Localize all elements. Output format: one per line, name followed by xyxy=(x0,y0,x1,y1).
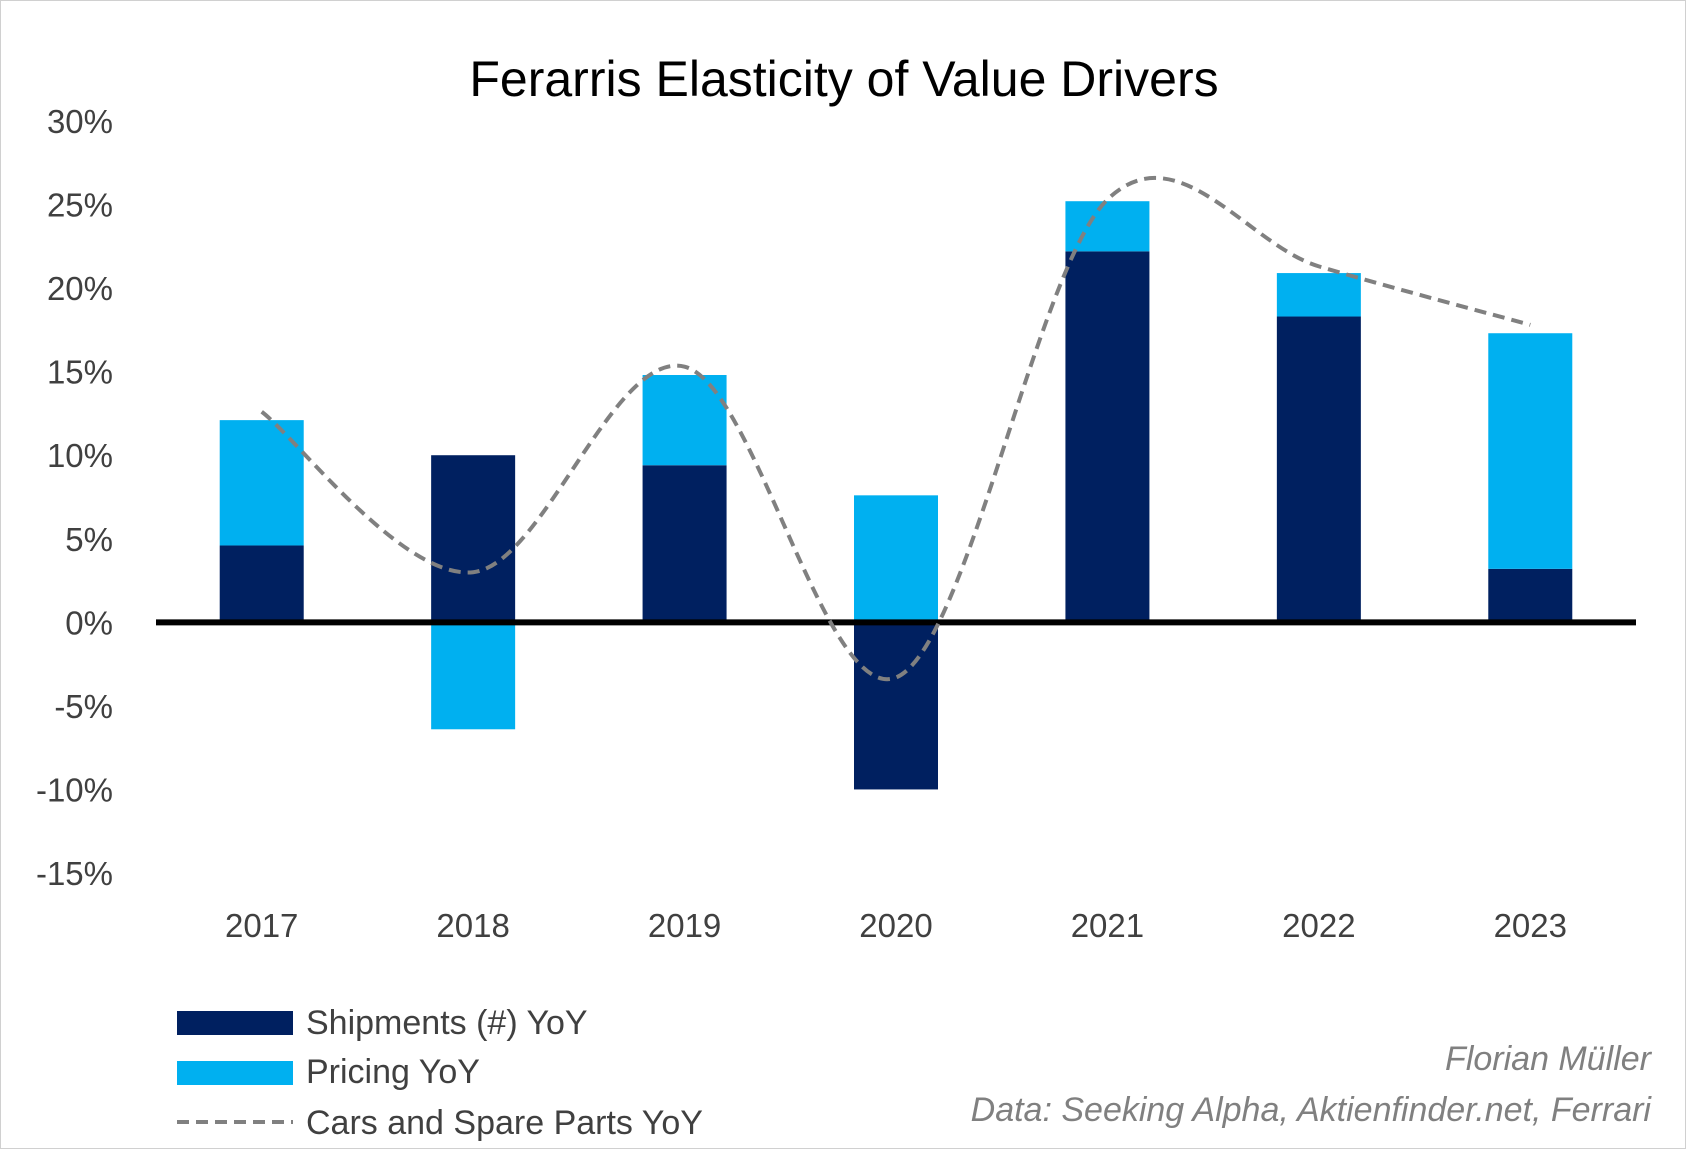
x-tick-label: 2021 xyxy=(1071,907,1144,944)
x-tick-label: 2022 xyxy=(1282,907,1355,944)
x-tick-label: 2018 xyxy=(436,907,509,944)
x-tick-label: 2020 xyxy=(859,907,932,944)
x-tick-label: 2017 xyxy=(225,907,298,944)
legend: Shipments (#) YoY Pricing YoY Cars and S… xyxy=(177,1004,703,1142)
y-tick-label: -10% xyxy=(36,771,113,808)
y-tick-label: 5% xyxy=(65,521,113,558)
y-tick-label: 25% xyxy=(47,187,113,224)
y-tick-label: 15% xyxy=(47,354,113,391)
chart-title: Ferarris Elasticity of Value Drivers xyxy=(469,51,1218,107)
bar-shipments-yoy-2018 xyxy=(431,455,516,623)
x-axis-ticks: 2017 2018 2019 2020 2021 2022 2023 xyxy=(225,907,1567,944)
bars-group xyxy=(219,201,1573,790)
legend-label-shipments: Shipments (#) YoY xyxy=(306,1004,588,1042)
y-tick-label: 20% xyxy=(47,270,113,307)
legend-swatch-shipments xyxy=(177,1011,293,1035)
x-tick-label: 2019 xyxy=(648,907,721,944)
y-axis-ticks: 30% 25% 20% 15% 10% 5% 0% -5% -10% -15% xyxy=(36,103,113,892)
y-tick-label: 0% xyxy=(65,604,113,641)
bar-shipments-yoy-2022 xyxy=(1276,316,1361,623)
credit-author: Florian Müller xyxy=(1445,1040,1653,1078)
bar-shipments-yoy-2021 xyxy=(1065,251,1150,623)
y-tick-label: 10% xyxy=(47,437,113,474)
y-tick-label: -5% xyxy=(54,688,113,725)
y-tick-label: 30% xyxy=(47,103,113,140)
bar-shipments-yoy-2023 xyxy=(1488,568,1573,623)
legend-label-cars-spare-parts: Cars and Spare Parts YoY xyxy=(306,1104,703,1142)
bar-pricing-yoy-2018 xyxy=(431,622,516,730)
bar-shipments-yoy-2019 xyxy=(642,465,727,623)
legend-swatch-pricing xyxy=(177,1061,293,1085)
bar-pricing-yoy-2021 xyxy=(1065,201,1150,252)
bar-pricing-yoy-2022 xyxy=(1276,273,1361,317)
x-tick-label: 2023 xyxy=(1494,907,1567,944)
bar-pricing-yoy-2023 xyxy=(1488,333,1573,569)
y-tick-label: -15% xyxy=(36,855,113,892)
cars-spare-parts-line xyxy=(260,175,1531,682)
credit-source: Data: Seeking Alpha, Aktienfinder.net, F… xyxy=(971,1091,1653,1129)
legend-label-pricing: Pricing YoY xyxy=(306,1053,480,1091)
bar-pricing-yoy-2020 xyxy=(854,495,938,623)
bar-shipments-yoy-2017 xyxy=(219,545,304,623)
